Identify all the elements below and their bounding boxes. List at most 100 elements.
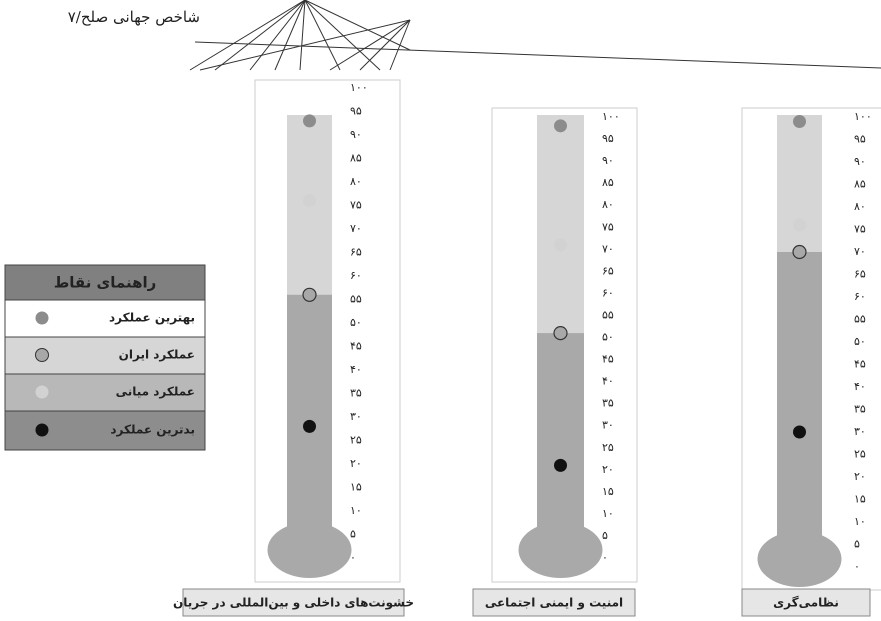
y-tick-label: ۶۰	[350, 269, 362, 282]
y-tick-label: ۳۰	[602, 419, 614, 432]
thermometer-fill	[537, 333, 584, 558]
point-marker	[302, 287, 317, 302]
y-tick-label: ۱۵	[854, 493, 866, 506]
y-tick-label: ۳۰	[350, 410, 362, 423]
point-marker	[792, 244, 807, 260]
y-tick-label: ۵۵	[350, 293, 362, 306]
y-tick-label: ۵۵	[602, 308, 614, 321]
y-tick-label: ۴۵	[602, 353, 614, 366]
page-header: شاخص جهانی صلح/۷	[68, 8, 200, 26]
legend-label: عملکرد میانی	[116, 385, 195, 399]
thermometer-frame	[491, 107, 638, 583]
y-tick-label: ۰	[350, 551, 356, 564]
y-tick-label: ۱۵	[350, 481, 362, 494]
y-tick-label: ۲۰	[602, 463, 614, 476]
y-tick-label: ۱۰	[350, 504, 362, 517]
point-marker	[793, 425, 806, 439]
legend: راهنمای نقاط	[4, 264, 206, 451]
y-tick-label: ۲۵	[350, 434, 362, 447]
legend-marker	[35, 311, 49, 325]
y-tick-label: ۸۵	[854, 178, 866, 191]
y-tick-label: ۹۰	[854, 155, 866, 168]
chart-caption: خشونت‌های داخلی و بین‌المللی در جریان	[173, 596, 414, 611]
y-tick-label: ۷۰	[854, 245, 866, 258]
y-tick-label: ۱۰۰	[854, 110, 872, 123]
caption-box	[472, 588, 636, 617]
y-tick-label: ۱۰۰	[350, 81, 368, 94]
y-tick-label: ۲۵	[854, 448, 866, 461]
legend-title-bg	[4, 264, 206, 301]
y-tick-label: ۱۰	[602, 507, 614, 520]
chart-caption: امنیت و ایمنی اجتماعی	[485, 596, 623, 611]
y-tick-label: ۸۰	[854, 200, 866, 213]
thermometer-bulb	[757, 531, 842, 587]
y-tick-label: ۵۵	[854, 313, 866, 326]
point-marker	[303, 194, 316, 208]
y-tick-label: ۴۰	[350, 363, 362, 376]
y-tick-label: ۹۰	[602, 154, 614, 167]
point-marker	[554, 458, 567, 472]
legend-marker	[35, 385, 49, 399]
y-tick-label: ۵۰	[854, 335, 866, 348]
legend-title: راهنمای نقاط	[54, 274, 157, 292]
y-tick-label: ۱۰۰	[602, 110, 620, 123]
legend-marker	[35, 423, 49, 437]
legend-marker	[35, 348, 49, 362]
y-tick-label: ۱۵	[602, 485, 614, 498]
point-marker	[793, 218, 806, 232]
y-tick-label: ۲۰	[350, 457, 362, 470]
y-tick-label: ۵	[602, 529, 608, 542]
y-tick-label: ۵۰	[350, 316, 362, 329]
y-tick-label: ۲۵	[602, 441, 614, 454]
y-tick-label: ۵	[854, 538, 860, 551]
thermometer-bulb	[267, 522, 352, 578]
point-marker	[554, 238, 567, 252]
decor-lines	[189, 0, 881, 71]
y-tick-label: ۷۰	[602, 242, 614, 255]
point-marker	[303, 419, 316, 433]
point-marker	[793, 115, 806, 128]
legend-label: بهترین عملکرد	[109, 311, 195, 325]
y-tick-label: ۷۰	[350, 222, 362, 235]
y-tick-label: ۲۰	[854, 470, 866, 483]
y-tick-label: ۹۵	[350, 105, 362, 118]
y-tick-label: ۴۰	[602, 375, 614, 388]
y-tick-label: ۷۵	[602, 220, 614, 233]
y-tick-label: ۶۵	[854, 268, 866, 281]
y-tick-label: ۳۵	[602, 397, 614, 410]
y-tick-label: ۳۰	[854, 425, 866, 438]
y-tick-label: ۳۵	[350, 387, 362, 400]
y-tick-label: ۸۵	[602, 176, 614, 189]
y-tick-label: ۶۰	[854, 290, 866, 303]
y-tick-label: ۴۵	[350, 340, 362, 353]
y-tick-label: ۹۵	[854, 133, 866, 146]
caption-box	[182, 588, 405, 617]
point-marker	[553, 325, 568, 341]
y-tick-label: ۷۵	[854, 223, 866, 236]
y-tick-label: ۹۵	[602, 132, 614, 145]
y-tick-label: ۸۰	[602, 198, 614, 211]
point-marker	[303, 114, 316, 128]
y-tick-label: ۰	[602, 551, 608, 564]
y-tick-label: ۶۵	[602, 264, 614, 277]
y-tick-label: ۸۵	[350, 152, 362, 165]
chart-caption: نظامی‌گری	[773, 596, 839, 610]
legend-label: عملکرد ایران	[119, 348, 195, 362]
legend-label: بدترین عملکرد	[110, 423, 195, 437]
y-tick-label: ۴۰	[854, 380, 866, 393]
thermometer-bulb	[518, 522, 603, 578]
thermometer-frame	[254, 79, 401, 583]
y-tick-label: ۷۵	[350, 199, 362, 212]
y-tick-label: ۰	[854, 560, 860, 573]
y-tick-label: ۳۵	[854, 403, 866, 416]
caption-box	[741, 588, 871, 617]
y-tick-label: ۴۵	[854, 358, 866, 371]
y-tick-label: ۶۵	[350, 246, 362, 259]
y-tick-label: ۵	[350, 528, 356, 541]
y-tick-label: ۸۰	[350, 175, 362, 188]
y-tick-label: ۹۰	[350, 128, 362, 141]
y-tick-label: ۱۰	[854, 515, 866, 528]
y-tick-label: ۶۰	[602, 286, 614, 299]
